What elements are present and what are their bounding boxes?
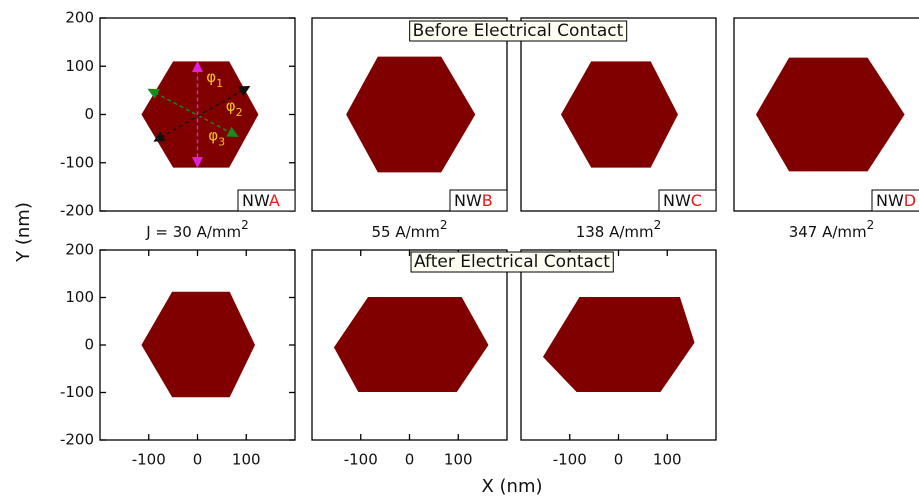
nanowire-cross-section bbox=[346, 57, 475, 173]
nanowire-cross-section bbox=[141, 292, 255, 397]
panel-label-text: NWB bbox=[454, 191, 493, 210]
y-tick-label: -200 bbox=[60, 202, 94, 220]
panel-label-letter: A bbox=[269, 191, 280, 210]
nanowire-cross-section bbox=[543, 297, 695, 392]
panel-label-letter: D bbox=[904, 191, 916, 210]
panel-label-prefix: NW bbox=[454, 191, 482, 210]
nanowire-cross-section bbox=[756, 58, 905, 172]
nanowire-cross-section bbox=[561, 61, 678, 167]
current-density: J = 30 A/mm2 bbox=[145, 218, 249, 241]
y-tick-label: 200 bbox=[65, 9, 94, 27]
y-tick-label: -100 bbox=[60, 383, 94, 401]
y-tick-label: 200 bbox=[65, 241, 94, 259]
x-tick-label: 0 bbox=[193, 451, 203, 469]
diameter-symbol: φ bbox=[226, 96, 236, 114]
diameter-index: 2 bbox=[236, 105, 243, 118]
current-density-exponent: 2 bbox=[440, 218, 448, 232]
current-density: 347 A/mm2 bbox=[789, 218, 875, 241]
y-axis-label: Y (nm) bbox=[13, 202, 34, 263]
nanowire-cross-section bbox=[334, 297, 489, 392]
diameter-symbol: φ bbox=[208, 126, 218, 144]
current-density-prefix: J = bbox=[145, 223, 168, 241]
figure: Y (nm) X (nm) -200-1000100200NWAJ = 30 A… bbox=[0, 0, 919, 498]
row-title: Before Electrical Contact bbox=[413, 21, 624, 41]
current-density-exponent: 2 bbox=[867, 218, 875, 232]
current-density: 138 A/mm2 bbox=[576, 218, 662, 241]
panel-label-prefix: NW bbox=[876, 191, 904, 210]
x-axis-label: X (nm) bbox=[481, 476, 542, 497]
panel-label-letter: B bbox=[482, 191, 493, 210]
x-tick-label: -100 bbox=[132, 451, 166, 469]
diameter-index: 3 bbox=[218, 135, 225, 148]
current-density-value: 138 A/mm bbox=[576, 223, 654, 241]
panel-label: NWC bbox=[659, 190, 716, 211]
y-tick-label: 100 bbox=[65, 288, 94, 306]
diameter-symbol: φ bbox=[206, 67, 216, 85]
x-tick-label: 0 bbox=[614, 451, 624, 469]
y-tick-label: 100 bbox=[65, 57, 94, 75]
panel-label-text: NWD bbox=[876, 191, 916, 210]
current-density-exponent: 2 bbox=[654, 218, 662, 232]
panel-label-text: NWC bbox=[663, 191, 702, 210]
y-tick-label: -200 bbox=[60, 431, 94, 449]
panel-label-prefix: NW bbox=[663, 191, 691, 210]
current-density-value: 55 A/mm bbox=[371, 223, 439, 241]
x-tick-label: 100 bbox=[444, 451, 473, 469]
current-density-value: 347 A/mm bbox=[789, 223, 867, 241]
page: Y (nm) X (nm) -200-1000100200NWAJ = 30 A… bbox=[0, 0, 919, 498]
panel-label-letter: C bbox=[691, 191, 702, 210]
x-tick-label: 100 bbox=[653, 451, 682, 469]
panel-label: NWA bbox=[238, 190, 295, 211]
current-density: 55 A/mm2 bbox=[371, 218, 447, 241]
panel-label-text: NWA bbox=[242, 191, 280, 210]
y-tick-label: -100 bbox=[60, 153, 94, 171]
y-tick-label: 0 bbox=[84, 105, 94, 123]
diameter-index: 1 bbox=[216, 76, 223, 89]
current-density-exponent: 2 bbox=[241, 218, 249, 232]
row-title: After Electrical Contact bbox=[414, 252, 610, 272]
panel-label: NWD bbox=[872, 190, 919, 211]
panel-label: NWB bbox=[450, 190, 507, 211]
x-tick-label: -100 bbox=[553, 451, 587, 469]
y-tick-label: 0 bbox=[84, 336, 94, 354]
panel-label-prefix: NW bbox=[242, 191, 270, 210]
x-tick-label: 100 bbox=[232, 451, 261, 469]
x-tick-label: 0 bbox=[405, 451, 415, 469]
x-tick-label: -100 bbox=[344, 451, 378, 469]
current-density-value: 30 A/mm bbox=[173, 223, 241, 241]
